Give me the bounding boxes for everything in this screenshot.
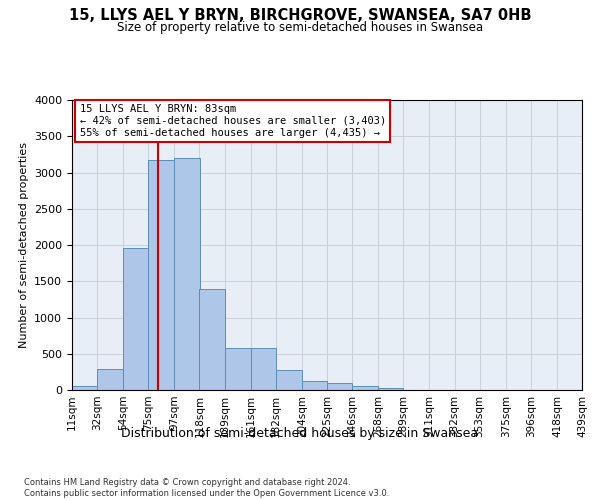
Text: Contains HM Land Registry data © Crown copyright and database right 2024.
Contai: Contains HM Land Registry data © Crown c… — [24, 478, 389, 498]
Bar — [97, 369, 123, 390]
Text: Distribution of semi-detached houses by size in Swansea: Distribution of semi-detached houses by … — [121, 428, 479, 440]
Text: 15, LLYS AEL Y BRYN, BIRCHGROVE, SWANSEA, SA7 0HB: 15, LLYS AEL Y BRYN, BIRCHGROVE, SWANSEA… — [69, 8, 531, 22]
Text: Size of property relative to semi-detached houses in Swansea: Size of property relative to semi-detach… — [117, 21, 483, 34]
Y-axis label: Number of semi-detached properties: Number of semi-detached properties — [19, 142, 29, 348]
Bar — [123, 248, 148, 390]
Bar — [148, 160, 175, 390]
Bar — [224, 348, 251, 390]
Bar — [175, 158, 199, 390]
Bar — [378, 388, 403, 390]
Text: 15 LLYS AEL Y BRYN: 83sqm
← 42% of semi-detached houses are smaller (3,403)
55% : 15 LLYS AEL Y BRYN: 83sqm ← 42% of semi-… — [80, 104, 386, 138]
Bar — [352, 386, 378, 390]
Bar — [327, 383, 352, 390]
Bar — [276, 370, 302, 390]
Bar — [72, 386, 97, 390]
Bar — [251, 348, 276, 390]
Bar — [199, 288, 224, 390]
Bar — [302, 380, 327, 390]
